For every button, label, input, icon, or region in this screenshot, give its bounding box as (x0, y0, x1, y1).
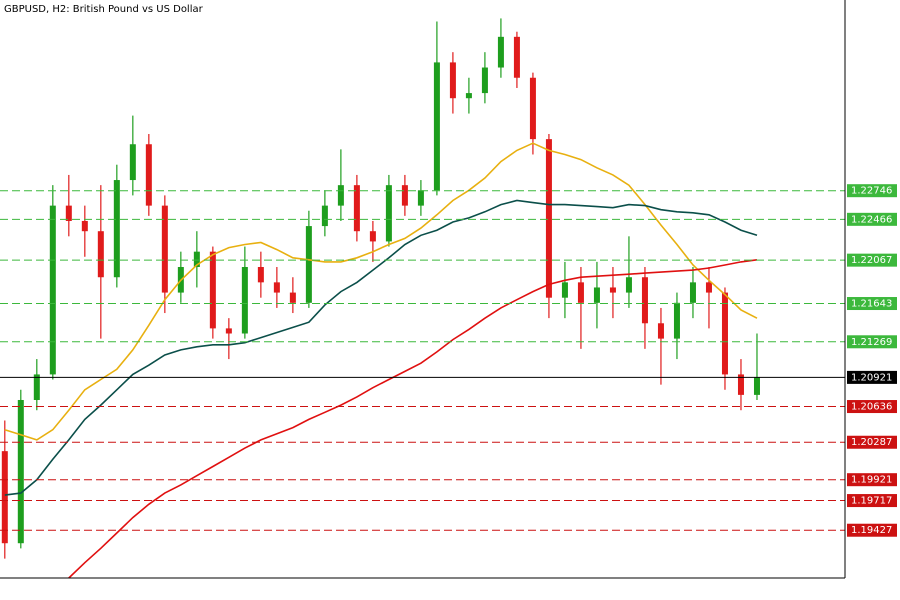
candle-body (305, 226, 312, 303)
candle-body (705, 282, 712, 293)
candle-body (145, 144, 152, 206)
candle-body (433, 62, 440, 191)
candle-body (385, 185, 392, 242)
candle-body (465, 93, 472, 99)
level-label: 1.21643 (851, 299, 892, 310)
level-label-box (847, 435, 897, 449)
level-label-box (847, 297, 897, 311)
candle-body (513, 36, 520, 78)
candle-body (65, 205, 72, 221)
candle-body (449, 62, 456, 99)
candle-body (241, 267, 248, 334)
level-label-box (847, 253, 897, 267)
candle-body (321, 205, 328, 227)
moving-average (68, 259, 758, 579)
level-label-box (847, 494, 897, 508)
candle-body (481, 67, 488, 94)
candle-body (33, 374, 40, 400)
level-label: 1.22067 (851, 255, 892, 266)
candle-body (593, 287, 600, 303)
plot (0, 18, 845, 579)
candle-body (353, 185, 360, 232)
level-label-box (847, 184, 897, 198)
candle-body (113, 180, 120, 278)
candle-body (209, 251, 216, 329)
candle-body (225, 328, 232, 334)
candle-body (609, 287, 616, 293)
level-label: 1.20636 (851, 402, 892, 413)
candle-body (337, 185, 344, 206)
candle-body (257, 267, 264, 283)
candle-body (561, 282, 568, 298)
candle-body (497, 36, 504, 68)
level-label: 1.19921 (851, 475, 892, 486)
candle-body (17, 399, 24, 544)
candle-body (657, 323, 664, 339)
candle-body (1, 451, 8, 544)
candle-body (577, 282, 584, 303)
candle-body (641, 277, 648, 324)
candle-body (689, 282, 696, 303)
candle-body (529, 77, 536, 140)
level-label: 1.20287 (851, 437, 892, 448)
candle-body (417, 190, 424, 206)
level-label-box (847, 473, 897, 487)
level-label: 1.19717 (851, 496, 892, 507)
candle-body (193, 251, 200, 268)
candle-body (625, 277, 632, 293)
candle-body (673, 302, 680, 339)
candle-body (273, 282, 280, 293)
level-label: 1.21269 (851, 337, 892, 348)
level-label: 1.22466 (851, 214, 892, 225)
candle-body (49, 205, 56, 375)
candle-body (721, 292, 728, 375)
level-label-box (847, 523, 897, 537)
candle-body (289, 292, 296, 303)
level-label: 1.19427 (851, 525, 892, 536)
level-label: 1.22746 (851, 186, 892, 197)
candle-body (401, 185, 408, 206)
moving-average (4, 142, 758, 441)
candle-body (81, 220, 88, 232)
candle-body (753, 377, 760, 395)
axes: 1.22746 1.22466 1.22067 1.21643 1.21269 1.209… (0, 0, 897, 579)
level-label-box (847, 370, 897, 384)
candle-body (129, 144, 136, 181)
level-label-box (847, 212, 897, 226)
candle-body (545, 139, 552, 298)
level-label-box (847, 335, 897, 349)
candle-body (737, 374, 744, 395)
candle-body (161, 205, 168, 293)
level-label: 1.20921 (851, 372, 892, 383)
candle-body (369, 231, 376, 242)
chart-title: GBPUSD, H2: British Pound vs US Dollar (4, 4, 204, 15)
level-label-box (847, 400, 897, 414)
candle-body (97, 231, 104, 278)
